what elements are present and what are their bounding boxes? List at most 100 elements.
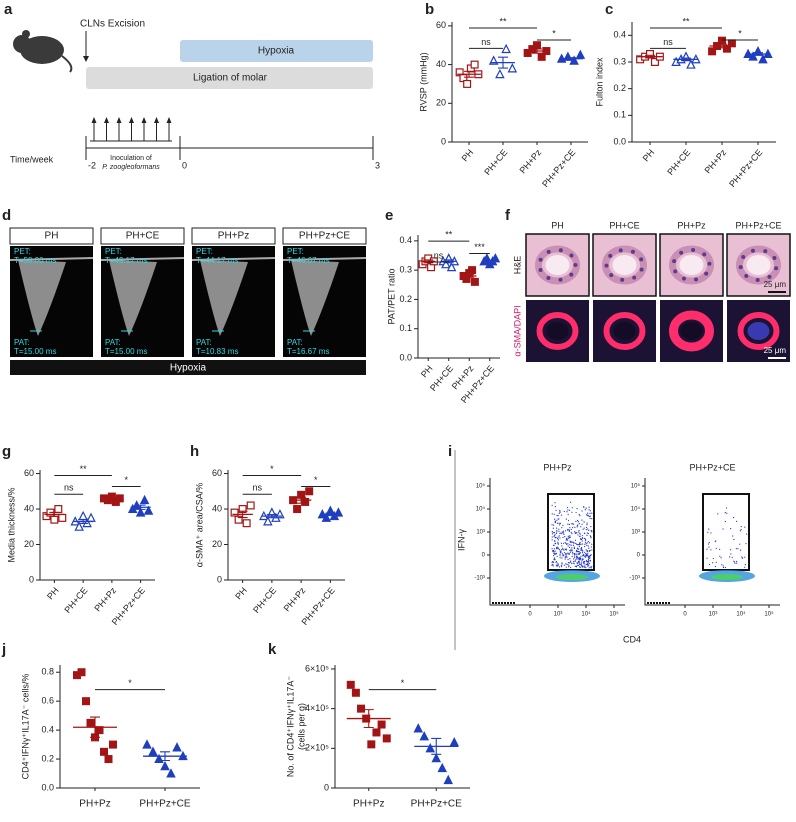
event [568, 566, 570, 568]
event [585, 542, 587, 545]
point [234, 515, 243, 524]
event [562, 524, 564, 527]
nucleus [702, 252, 707, 257]
event [577, 543, 579, 546]
event [560, 566, 563, 568]
event [569, 558, 571, 560]
event [557, 547, 559, 549]
event [577, 556, 579, 558]
event [552, 565, 554, 567]
significance-label: ** [499, 16, 507, 26]
point [321, 512, 332, 522]
event [740, 529, 742, 531]
event [563, 532, 565, 534]
flow-tick-label: 0 [482, 553, 486, 559]
nucleus [569, 253, 574, 258]
nucleus [763, 249, 768, 254]
x-tick-label: PH+Pz [92, 585, 118, 613]
point [74, 521, 84, 531]
event [560, 514, 563, 516]
inoculation-label: P. zoogleoformans [102, 164, 160, 171]
event [586, 542, 588, 544]
event [570, 544, 572, 546]
event [587, 545, 589, 547]
event [586, 514, 588, 517]
event [553, 535, 555, 537]
error-bar [498, 56, 508, 69]
event [551, 548, 553, 550]
event [729, 556, 731, 558]
y-tick-label: 0.6 [41, 696, 54, 706]
event [710, 549, 712, 551]
event [567, 529, 569, 531]
significance-label: * [128, 678, 132, 688]
error-bar [431, 737, 442, 755]
nucleus [767, 274, 772, 279]
x-tick-label: PH [419, 363, 435, 379]
event [555, 532, 558, 534]
point [722, 44, 731, 53]
event [551, 513, 553, 515]
event [551, 536, 553, 538]
event [565, 542, 567, 544]
group-header [100, 227, 185, 245]
event [586, 513, 588, 515]
significance-label: ns [434, 250, 444, 260]
error-bar [90, 716, 100, 738]
event [591, 543, 593, 545]
flow-tick-label: 10³ [476, 530, 485, 536]
event [583, 555, 586, 557]
y-tick-label: 0.2 [399, 294, 412, 304]
point [441, 258, 451, 269]
event [554, 536, 556, 539]
event [576, 558, 578, 560]
timeline-label: Hypoxia [258, 46, 295, 57]
flow-axes [644, 478, 780, 606]
event [589, 559, 591, 561]
y-tick-label: 0.0 [399, 352, 412, 362]
flow-title: PH+Pz [543, 462, 572, 472]
event [563, 549, 565, 551]
significance-label: * [314, 475, 318, 485]
event [590, 554, 592, 556]
x-tick-label: PH+Pz+CE [411, 799, 462, 810]
inoculation-label: Inoculation of [110, 155, 152, 162]
event [559, 532, 561, 535]
y-tick-label: 40 [212, 503, 222, 513]
event [589, 515, 591, 518]
event [552, 524, 555, 526]
group-name: PH [45, 231, 59, 242]
event [558, 512, 560, 514]
event [590, 546, 592, 548]
event [561, 557, 563, 559]
event [582, 528, 584, 530]
event [736, 560, 738, 563]
y-tick-label: 0.1 [399, 323, 412, 333]
event [559, 553, 561, 555]
error-bar [532, 48, 542, 54]
event [580, 561, 583, 563]
column-label: PH+Pz+CE [735, 220, 781, 230]
nucleus [704, 271, 709, 276]
event [583, 562, 585, 564]
event [740, 525, 742, 528]
baseline [100, 257, 185, 261]
baseline [282, 257, 367, 261]
event [744, 526, 746, 528]
event [555, 561, 557, 563]
point [372, 728, 381, 737]
event [589, 517, 591, 519]
mouse-icon [22, 30, 30, 38]
event [571, 551, 574, 553]
event [560, 542, 562, 544]
point [108, 740, 117, 749]
arrow-head [141, 117, 147, 123]
nucleus [679, 250, 684, 255]
lumen [546, 322, 569, 340]
event [587, 551, 589, 553]
event [581, 559, 583, 561]
event [563, 564, 565, 566]
event [590, 536, 592, 538]
event [587, 553, 589, 555]
event [565, 543, 568, 545]
